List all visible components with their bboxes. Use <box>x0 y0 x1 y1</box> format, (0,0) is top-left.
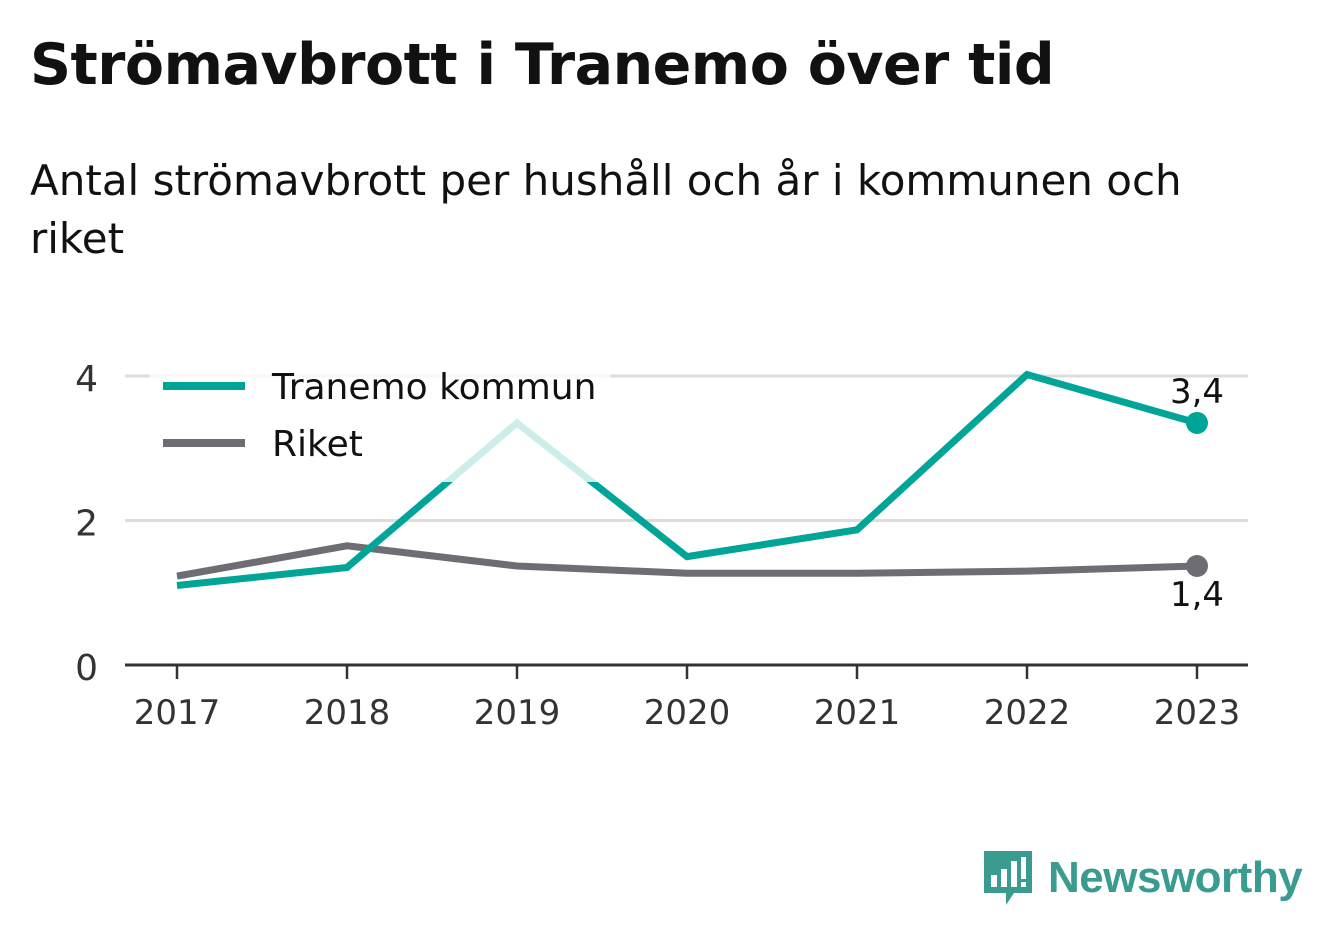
legend: Tranemo kommun Riket <box>150 352 610 482</box>
x-axis: 2017 2018 2019 2020 2021 2022 2023 <box>125 663 1248 733</box>
y-tick-label-4: 4 <box>75 359 98 400</box>
y-tick-label-0: 0 <box>75 648 98 689</box>
x-tick-label-2020: 2020 <box>644 693 731 733</box>
series-line-tranemo <box>176 370 1198 590</box>
x-tick-label-2021: 2021 <box>814 693 901 733</box>
newsworthy-brand: Newsworthy <box>980 847 1303 909</box>
x-tick-label-2018: 2018 <box>304 693 391 733</box>
newsworthy-logo-icon <box>984 851 1032 905</box>
legend-background <box>150 352 610 482</box>
y-axis-ticks: 0 2 4 <box>75 359 98 689</box>
end-label-riket: 1,4 <box>1170 575 1224 615</box>
x-tick-label-2017: 2017 <box>134 693 221 733</box>
x-tick-label-2023: 2023 <box>1154 693 1241 733</box>
legend-label-tranemo: Tranemo kommun <box>271 367 596 408</box>
series-line-riket <box>176 542 1198 580</box>
legend-label-riket: Riket <box>272 424 363 465</box>
end-label-tranemo: 3,4 <box>1170 372 1224 412</box>
series-lines <box>176 370 1208 590</box>
brand-name: Newsworthy <box>1048 853 1303 902</box>
end-labels: 3,4 1,4 <box>1170 372 1224 615</box>
series-end-point-tranemo <box>1186 411 1208 434</box>
x-tick-label-2019: 2019 <box>474 693 561 733</box>
x-tick-label-2022: 2022 <box>984 693 1071 733</box>
chart-title: Strömavbrott i Tranemo över tid <box>30 32 1055 98</box>
chart-subtitle: Antal strömavbrott per hushåll och år i … <box>30 156 1182 263</box>
series-end-point-riket <box>1186 555 1208 578</box>
y-tick-label-2: 2 <box>75 504 98 545</box>
